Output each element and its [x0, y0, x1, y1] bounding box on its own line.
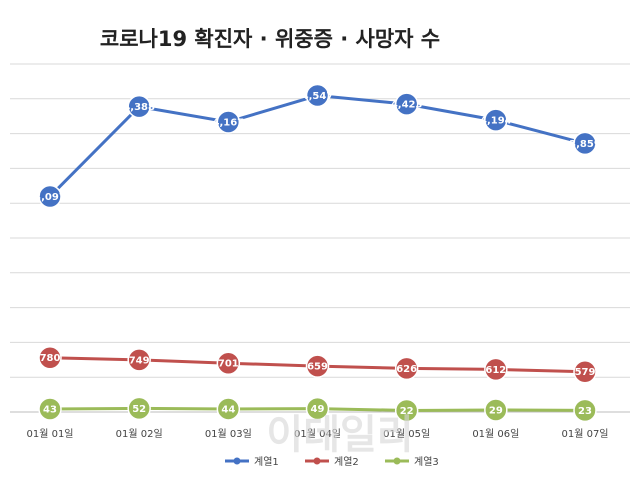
data-label: 4,423: [391, 100, 423, 111]
x-axis-ticks: 01월 01일 01월 02일 01월 03일 01월 04일 01월 05일 01월 0…: [26, 428, 608, 440]
series-layer: 3,097 4,388 4,167 4,547 4,423 4,194 3,859 780 74…: [34, 83, 601, 423]
data-point: [216, 110, 241, 134]
data-point: [127, 94, 151, 119]
data-label: 579: [575, 367, 596, 378]
x-tick-label: 01월 06일: [472, 428, 519, 440]
data-label: 749: [129, 355, 150, 366]
series-1: 3,097 4,388 4,167 4,547 4,423 4,194 3,859: [34, 83, 601, 209]
data-point: [305, 396, 330, 421]
data-point: [127, 348, 151, 372]
legend-swatch-marker: [233, 457, 241, 465]
legend-item: 계열3: [385, 456, 439, 468]
data-point: [484, 357, 508, 382]
gridlines: [10, 63, 630, 413]
watermark: 이데일리: [266, 412, 413, 458]
data-point: [38, 397, 62, 421]
data-point: [484, 398, 508, 422]
data-label: 43: [43, 405, 57, 416]
data-label: 52: [132, 404, 146, 415]
x-tick-label: 01월 03일: [205, 428, 252, 440]
legend-label: 계열1: [254, 456, 279, 468]
series-3: 43 52 44 49 22 29 23: [38, 396, 597, 423]
data-point: [305, 83, 330, 108]
x-tick-label: 01월 02일: [116, 428, 163, 440]
data-label: 3,097: [34, 192, 66, 203]
data-point: [216, 397, 241, 421]
legend: 계열1 계열2 계열3: [225, 456, 439, 468]
data-point: [216, 351, 241, 375]
legend-label: 계열2: [334, 456, 359, 468]
data-label: 29: [489, 405, 503, 416]
x-tick-label: 01월 01일: [26, 428, 73, 440]
data-label: 4,167: [213, 117, 245, 128]
legend-swatch-marker: [313, 457, 321, 465]
x-tick-label: 01월 04일: [294, 428, 341, 440]
data-point: [38, 345, 62, 370]
data-label: 3,859: [569, 139, 601, 150]
legend-item: 계열1: [225, 456, 279, 468]
legend-swatch-marker: [393, 457, 401, 465]
data-point: [573, 398, 597, 423]
data-label: 4,388: [123, 102, 155, 113]
data-label: 44: [221, 404, 235, 415]
data-point: [394, 356, 419, 381]
x-tick-label: 01월 05일: [383, 428, 430, 440]
data-point: [394, 398, 419, 423]
chart-title: 코로나19 확진자 · 위중증 · 사망자 수: [100, 27, 440, 51]
data-label: 626: [396, 364, 417, 375]
data-label: 701: [218, 359, 239, 370]
x-tick-label: 01월 07일: [561, 428, 608, 440]
legend-label: 계열3: [414, 456, 439, 468]
series-2: 780 749 701 659 626 612 579: [38, 345, 597, 384]
data-point: [394, 92, 419, 116]
data-point: [127, 396, 151, 421]
legend-item: 계열2: [305, 456, 359, 468]
data-point: [573, 131, 597, 156]
data-label: 23: [578, 406, 592, 417]
data-point: [573, 359, 597, 384]
data-point: [484, 108, 508, 132]
data-point: [38, 184, 62, 209]
data-label: 612: [485, 365, 506, 376]
data-label: 659: [307, 362, 328, 373]
data-label: 49: [311, 404, 325, 415]
data-label: 22: [400, 406, 414, 417]
data-label: 4,547: [302, 91, 334, 102]
data-label: 780: [40, 353, 61, 364]
data-point: [305, 354, 330, 378]
data-label: 4,194: [480, 116, 512, 127]
